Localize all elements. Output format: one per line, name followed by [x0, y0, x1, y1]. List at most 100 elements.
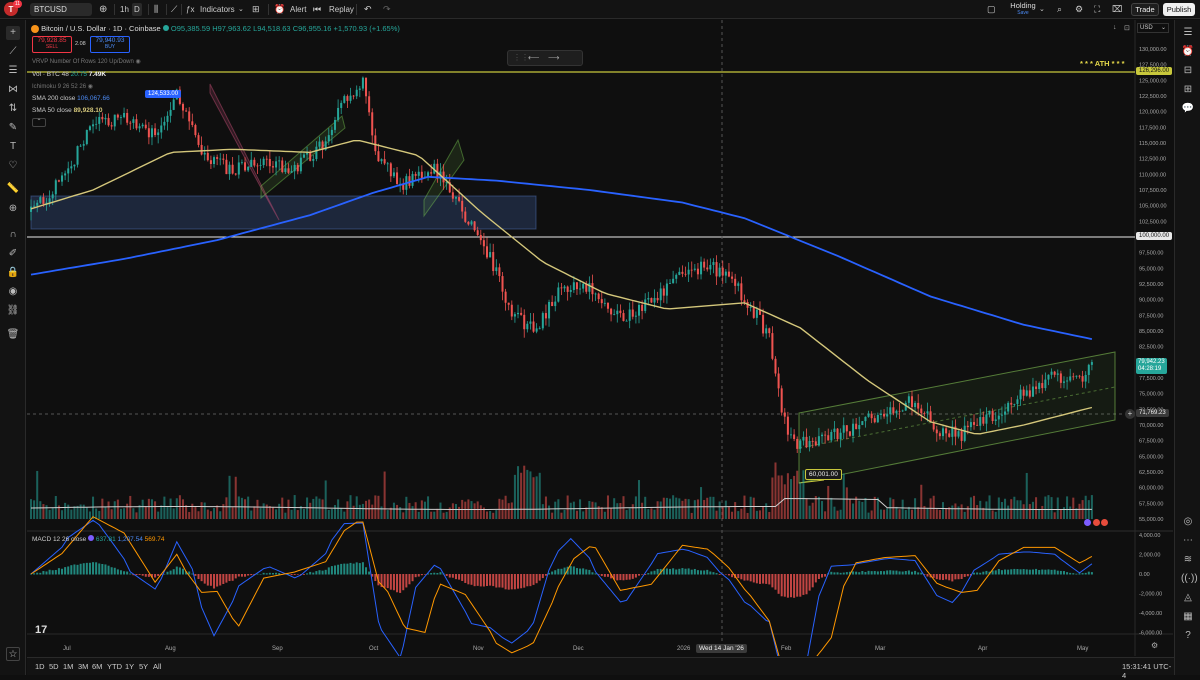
compare-icon[interactable]: ⟋ [171, 4, 178, 14]
sma50-legend[interactable]: SMA 50 close 89,928.10 [32, 107, 102, 114]
projection-icon[interactable]: ⇅ [8, 103, 18, 114]
indicators-icon[interactable]: ƒx [186, 5, 195, 14]
brush-icon[interactable]: ✎ [8, 122, 18, 133]
news-flags[interactable] [1084, 519, 1109, 528]
peak-label[interactable]: 124,533.00 [145, 90, 182, 98]
replay-icon[interactable]: ⏮ [313, 4, 322, 14]
broadcast-icon[interactable]: ◬ [1184, 592, 1192, 603]
fib-icon[interactable]: ☰ [8, 65, 18, 76]
news-flag-icon[interactable] [1092, 519, 1100, 526]
camera-icon[interactable]: ⌧ [1112, 4, 1123, 14]
floating-toolbar[interactable]: ⋮⋮ ⟵ ⟶ [507, 50, 583, 66]
crosshair-icon[interactable]: + [6, 26, 20, 40]
target-icon[interactable]: ◎ [1183, 516, 1193, 527]
trade-button[interactable]: Trade [1131, 3, 1159, 16]
sma200-legend[interactable]: SMA 200 close 106,067.66 [32, 95, 110, 102]
range-button-1m[interactable]: 1M [63, 662, 74, 671]
zoom-icon[interactable]: ⊕ [8, 203, 18, 214]
ichimoku-legend[interactable]: Ichimoku 9 26 52 26 ◉ [32, 83, 93, 90]
add-alert-plus-icon[interactable]: + [1125, 409, 1135, 419]
macd-histogram-bar [910, 571, 913, 575]
eye-visible-icon[interactable]: ◉ [87, 84, 93, 90]
help-icon[interactable]: ? [1185, 630, 1191, 641]
buy-button[interactable]: 79,940.93 BUY [90, 36, 130, 53]
range-button-3m[interactable]: 3M [78, 662, 89, 671]
collapse-legend-icon[interactable]: ⌃ [32, 118, 46, 127]
alerts-icon[interactable]: ⏰ [1181, 46, 1195, 57]
dots-icon[interactable]: ⋯ [1183, 535, 1193, 546]
grid-icon[interactable]: ⊞ [1183, 84, 1193, 95]
currency-select[interactable]: USD ⌄ [1137, 23, 1169, 33]
trendline-icon[interactable]: ⟋ [9, 46, 17, 57]
gear-icon[interactable]: ⚙ [1075, 4, 1084, 14]
eye-icon[interactable]: ◉ [8, 286, 18, 297]
heart-icon[interactable]: ♡ [8, 160, 18, 171]
range-button-6m[interactable]: 6M [92, 662, 103, 671]
publish-button[interactable]: Publish [1163, 3, 1195, 16]
redo-icon[interactable]: ↷ [383, 4, 391, 14]
macd-legend[interactable]: MACD 12 26 close 637.81 1,207.54 569.74 [32, 535, 165, 543]
arrow-tool-icon[interactable]: ⟶ [548, 53, 560, 62]
range-button-all[interactable]: All [153, 662, 162, 671]
replay-button[interactable]: Replay [329, 5, 354, 14]
interval-d[interactable]: D [132, 3, 142, 16]
price-chart-svg[interactable]: 130,000.00 127,500.00 125,000.00 122,500.00… [27, 20, 1173, 656]
layout-chevron-icon[interactable]: ⌄ [1039, 6, 1045, 13]
chart-settings-icon[interactable]: ⚙ [1151, 641, 1159, 650]
symbol-search[interactable]: BTCUSD [30, 3, 92, 16]
price-scale-options-icon[interactable]: ⊡ [1124, 25, 1130, 32]
chat-icon[interactable]: 💬 [1181, 103, 1195, 114]
signal-icon[interactable]: ((·)) [1181, 573, 1198, 584]
volume-bar [765, 503, 768, 519]
layout-icon[interactable]: ▢ [987, 4, 996, 14]
eye-visible-icon[interactable]: ◉ [135, 59, 141, 65]
symbol-legend[interactable]: Bitcoin / U.S. Dollar · 1D · Coinbase O9… [31, 24, 400, 34]
candle-body [309, 151, 312, 161]
volume-bar [613, 498, 616, 519]
alert-icon[interactable]: ⏰ [274, 4, 286, 14]
sell-button[interactable]: 79,928.85 SELL [32, 36, 72, 53]
ruler-icon[interactable]: 📏 [6, 183, 20, 194]
text-icon[interactable]: T [9, 141, 17, 152]
layouts-icon[interactable]: ⊞ [252, 4, 260, 14]
undo-icon[interactable]: ↶ [364, 4, 372, 14]
pencil-lock-icon[interactable]: ✐ [8, 248, 18, 259]
lock-icon[interactable]: 🔒 [6, 267, 20, 278]
range-button-1y[interactable]: 1Y [125, 662, 135, 671]
drag-handle-icon[interactable]: ⋮⋮ [513, 53, 529, 62]
trash-icon[interactable]: 🗑 [6, 329, 20, 340]
macd-settings-icon[interactable] [88, 535, 95, 541]
fullscreen-icon[interactable]: ⛶ [1094, 4, 1101, 14]
range-button-5d[interactable]: 5D [49, 662, 59, 671]
vrvp-legend[interactable]: VRVP Number Of Rows 120 Up/Down ◉ [32, 58, 141, 65]
volume-bar [191, 503, 194, 519]
candle-body [867, 413, 870, 417]
candle-type-icon[interactable]: ⫼ [154, 4, 159, 14]
volume-legend[interactable]: Vol · BTC 48 20.75 7.49K [32, 71, 106, 78]
pattern-icon[interactable]: ⋈ [8, 84, 18, 95]
link-icon[interactable]: ⛓ [6, 305, 20, 316]
news-flag-icon[interactable] [1084, 519, 1091, 526]
layers-icon[interactable]: ≋ [1183, 554, 1193, 565]
price-scale-menu-icon[interactable]: ↓ [1113, 24, 1117, 31]
range-button-ytd[interactable]: YTD [107, 662, 122, 671]
search-icon[interactable]: ⌕ [1057, 4, 1063, 14]
range-button-5y[interactable]: 5Y [139, 662, 149, 671]
chevron-down-icon[interactable]: ⌄ [238, 6, 244, 13]
news-flag-icon[interactable] [1101, 519, 1109, 526]
line-tool-icon[interactable]: ⟵ [528, 53, 540, 62]
chart-area[interactable]: 130,000.00 127,500.00 125,000.00 122,500.00… [27, 20, 1173, 656]
range-button-1d[interactable]: 1D [35, 662, 45, 671]
indicators-button[interactable]: Indicators [200, 5, 235, 14]
star-icon[interactable]: ☆ [6, 647, 20, 661]
layout-name-button[interactable]: Holding Save [1008, 1, 1038, 16]
interval-1h[interactable]: 1h [120, 5, 129, 14]
ath-annotation[interactable]: * * * ATH * * * [1080, 59, 1125, 68]
calendar-icon[interactable]: ▦ [1183, 611, 1193, 622]
add-symbol-icon[interactable]: ⊕ [99, 4, 108, 15]
magnet-icon[interactable]: ∩ [9, 229, 17, 240]
alert-button[interactable]: Alert [290, 5, 307, 14]
low-label[interactable]: 60,001.00 [805, 469, 842, 480]
data-window-icon[interactable]: ⊟ [1183, 65, 1193, 76]
watchlist-icon[interactable]: ☰ [1183, 27, 1193, 38]
